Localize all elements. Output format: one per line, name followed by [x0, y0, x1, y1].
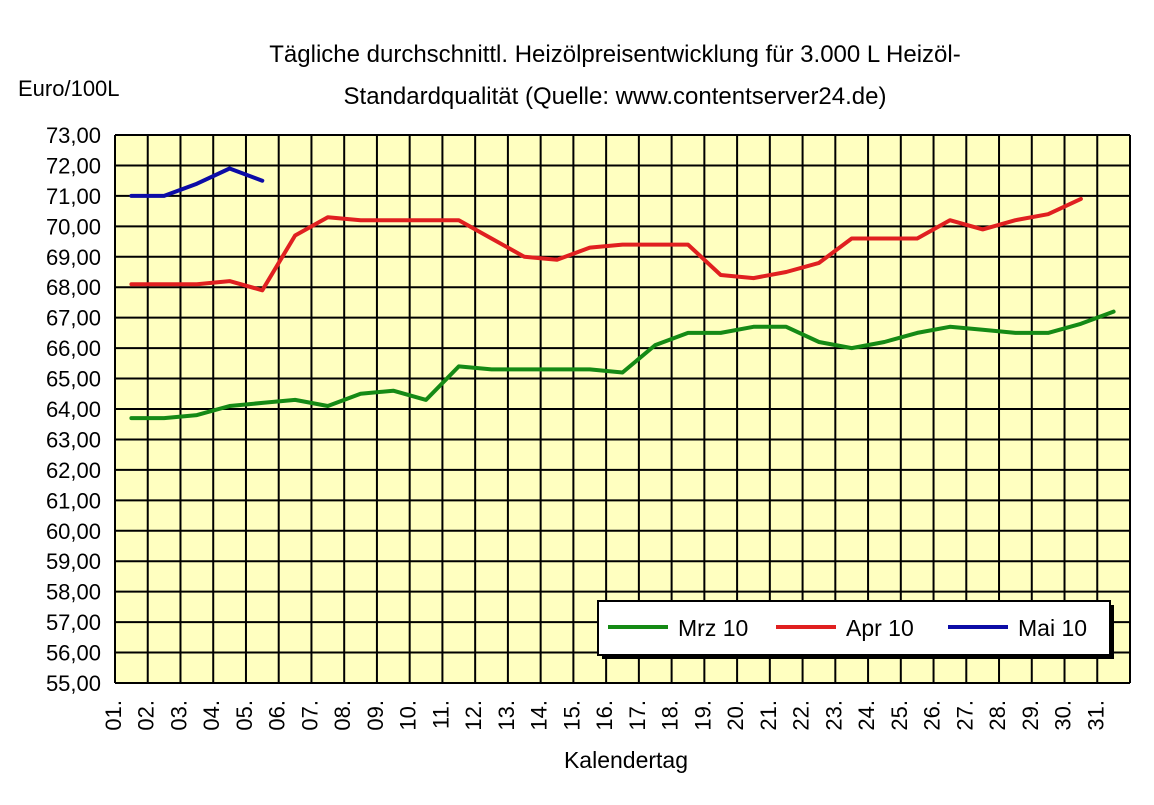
x-tick-label: 13.	[494, 700, 519, 731]
y-tick-label: 73,00	[46, 123, 101, 148]
axis-layer: 55,00 56,00 57,00 58,00 59,00 60,00 61,00 62,00…	[46, 123, 1108, 731]
x-tick-label: 19.	[690, 700, 715, 731]
x-tick-label: 08.	[330, 700, 355, 731]
x-tick-label: 03.	[166, 700, 191, 731]
y-tick-label: 71,00	[46, 184, 101, 209]
x-tick-label: 11.	[428, 700, 453, 729]
y-tick-label: 64,00	[46, 397, 101, 422]
x-tick-label: 22.	[789, 700, 814, 731]
x-tick-label: 02.	[134, 700, 159, 731]
y-tick-label: 70,00	[46, 214, 101, 239]
x-tick-label: 07.	[297, 700, 322, 731]
y-axis-label: Euro/100L	[18, 76, 120, 101]
chart-title-line1: Tägliche durchschnittl. Heizölpreisentwi…	[269, 41, 960, 68]
legend-label-1: Apr 10	[846, 615, 914, 641]
series-line-1	[129, 196, 1083, 293]
y-tick-label: 68,00	[46, 275, 101, 300]
x-tick-label: 21.	[756, 700, 781, 731]
x-tick-label: 20.	[723, 700, 748, 731]
legend-label-0: Mrz 10	[678, 615, 748, 641]
series-line-0	[129, 309, 1116, 421]
x-tick-label: 17.	[625, 700, 650, 731]
y-tick-label: 61,00	[46, 488, 101, 513]
x-tick-label: 09.	[363, 700, 388, 731]
y-tick-label: 56,00	[46, 641, 101, 666]
y-tick-label: 67,00	[46, 306, 101, 331]
x-tick-label: 12.	[461, 700, 486, 731]
series-line-2	[129, 166, 265, 198]
y-tick-label: 63,00	[46, 427, 101, 452]
y-tick-label: 69,00	[46, 245, 101, 270]
x-tick-label: 30.	[1051, 700, 1076, 731]
x-tick-label: 18.	[658, 700, 683, 731]
x-tick-label: 23.	[821, 700, 846, 731]
x-tick-label: 14.	[527, 700, 552, 731]
y-tick-label: 72,00	[46, 153, 101, 178]
x-tick-label: 06.	[265, 700, 290, 731]
x-tick-label: 04.	[199, 700, 224, 731]
y-tick-label: 65,00	[46, 367, 101, 392]
y-tick-label: 59,00	[46, 549, 101, 574]
legend-box	[597, 600, 1111, 656]
y-tick-label: 60,00	[46, 519, 101, 544]
x-tick-label: 28.	[985, 700, 1010, 731]
x-tick-label: 01.	[101, 700, 126, 731]
x-tick-label: 27.	[952, 700, 977, 731]
x-tick-label: 26.	[920, 700, 945, 731]
series-layer	[129, 166, 1116, 421]
y-tick-label: 58,00	[46, 580, 101, 605]
y-tick-label: 55,00	[46, 671, 101, 696]
x-tick-label: 31.	[1083, 700, 1108, 731]
legend: Mrz 10 Apr 10 Mai 10	[597, 600, 1114, 659]
x-tick-label: 05.	[232, 700, 257, 731]
x-tick-label: 29.	[1018, 700, 1043, 731]
x-tick-label: 15.	[559, 700, 584, 731]
x-axis-label: Kalendertag	[564, 747, 688, 773]
x-tick-label: 10.	[396, 700, 421, 731]
x-tick-label: 24.	[854, 700, 879, 731]
legend-label-2: Mai 10	[1018, 615, 1087, 641]
y-tick-label: 57,00	[46, 610, 101, 635]
y-tick-label: 62,00	[46, 458, 101, 483]
x-tick-label: 16.	[592, 700, 617, 731]
y-tick-label: 66,00	[46, 336, 101, 361]
chart-title-line2: Standardqualität (Quelle: www.contentser…	[344, 83, 887, 110]
x-tick-label: 25.	[887, 700, 912, 731]
grid-layer	[114, 134, 1131, 684]
